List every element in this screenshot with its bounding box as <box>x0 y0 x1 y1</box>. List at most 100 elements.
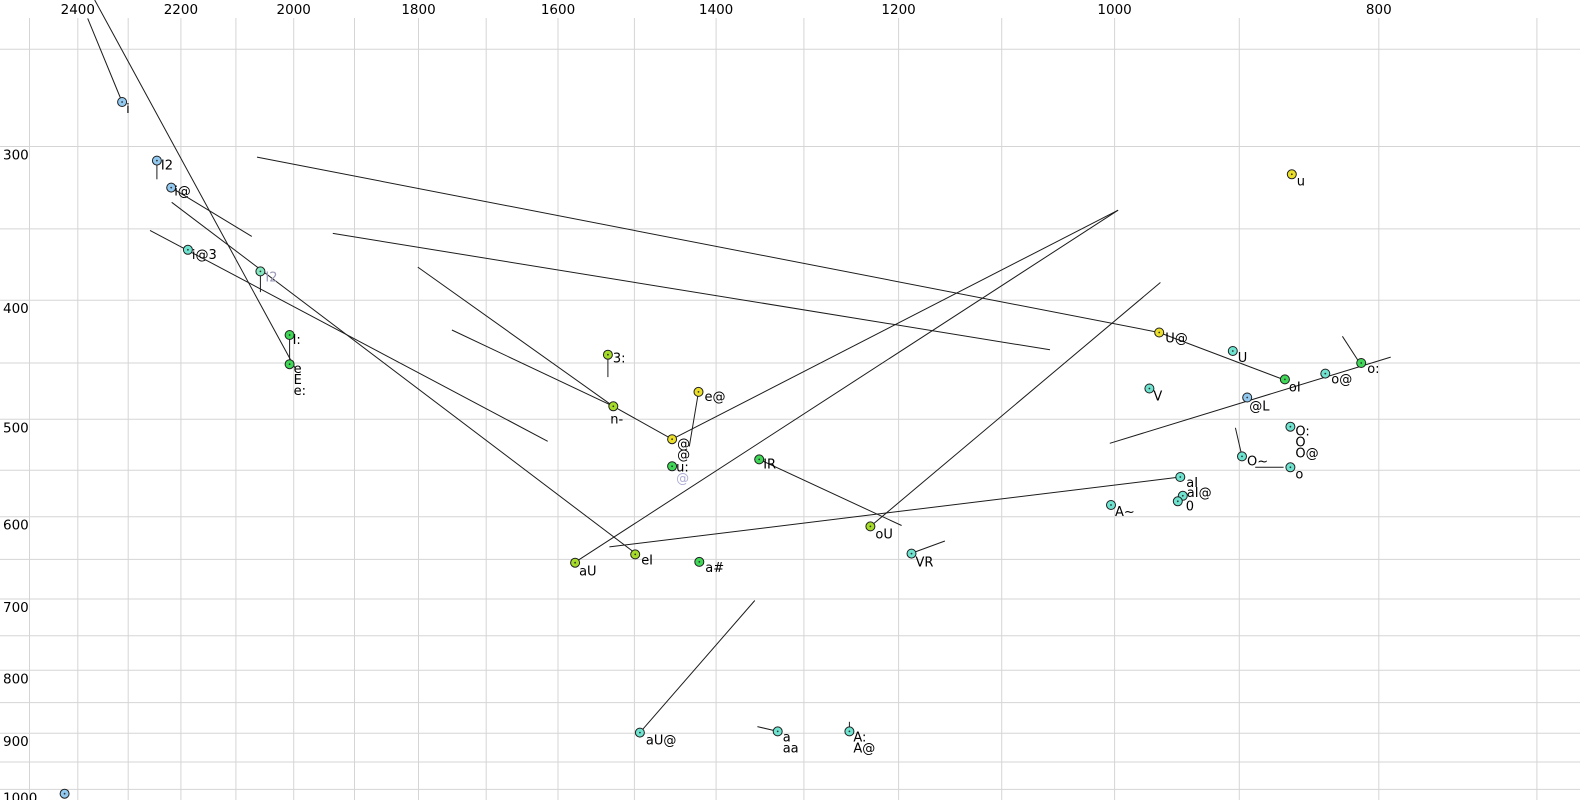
point-label: o <box>1295 467 1303 482</box>
x-tick-label: 2000 <box>277 2 311 18</box>
x-tick-label: 2400 <box>61 2 95 18</box>
y-tick-label: 800 <box>3 671 29 687</box>
data-point-o_-center-dot <box>1360 362 1363 364</box>
point-label: aI <box>1186 476 1198 491</box>
point-label: n- <box>610 412 623 427</box>
trajectory-line <box>1159 332 1287 382</box>
data-point-eI-center-dot <box>634 553 637 556</box>
data-point-u-center-dot <box>1290 173 1293 176</box>
trajectory-line <box>256 156 1160 333</box>
data-point-3_-center-dot <box>607 353 609 356</box>
point-label: eI <box>641 553 653 568</box>
point-label: IR <box>763 457 776 472</box>
trajectory-line <box>451 329 614 407</box>
data-point-a_-center-dot <box>698 561 701 563</box>
data-point-I2-center-dot <box>259 270 262 273</box>
point-extra-label: E <box>294 373 302 388</box>
data-point-u_-center-dot <box>671 465 673 468</box>
point-label: O~ <box>1247 454 1268 469</box>
data-point-A_-center-dot <box>848 730 851 733</box>
data-point-V-center-dot <box>1148 387 1151 390</box>
data-point-aI_-center-dot <box>1181 494 1184 497</box>
trajectory-line <box>613 405 673 440</box>
point-label: aU@ <box>646 734 676 749</box>
x-tick-label: 1600 <box>541 2 575 18</box>
point-label: a# <box>705 561 724 576</box>
data-point-i_-center-dot <box>170 186 173 189</box>
y-tick-label: 700 <box>3 600 29 616</box>
point-label: @ <box>677 437 690 452</box>
data-point-A_-center-dot <box>1110 504 1112 506</box>
point-label: A: <box>853 730 866 745</box>
data-point-clipped-center-dot <box>63 792 66 795</box>
y-tick-label: 300 <box>3 148 29 164</box>
trajectory-line <box>671 209 1119 440</box>
data-point-I2-center-dot <box>156 159 158 162</box>
point-label: oU <box>875 527 892 542</box>
trajectory-line <box>332 232 1051 351</box>
y-tick-label: 400 <box>3 301 29 317</box>
trajectory-line <box>87 18 123 103</box>
point-label: I2 <box>265 270 277 285</box>
data-point-aU-center-dot <box>574 561 576 564</box>
data-point-_-center-dot <box>671 438 673 441</box>
data-point-i_3-center-dot <box>187 248 189 251</box>
point-extra-label: e: <box>294 384 306 399</box>
data-point-oU-center-dot <box>869 525 872 528</box>
trajectory-line <box>688 391 699 447</box>
point-label: e <box>294 362 302 377</box>
data-point-n_-center-dot <box>612 405 615 408</box>
point-label: oI <box>1289 380 1301 395</box>
data-point-VR-center-dot <box>910 552 913 555</box>
point-label: A~ <box>1115 505 1135 520</box>
trajectory-line <box>758 458 902 526</box>
x-tick-label: 1800 <box>401 2 435 18</box>
data-point-I_-center-dot <box>288 334 291 336</box>
point-extra-label: aa <box>783 741 799 756</box>
point-label: e@ <box>705 390 726 405</box>
data-point-O_-center-dot <box>1241 455 1243 458</box>
data-point-e-center-dot <box>288 363 291 366</box>
trajectory-line <box>574 209 1119 564</box>
data-point-_L-center-dot <box>1246 396 1249 399</box>
y-tick-label: 600 <box>3 518 29 534</box>
point-label: U@ <box>1165 332 1188 347</box>
point-label: o: <box>1367 362 1379 377</box>
x-tick-label: 800 <box>1366 2 1392 18</box>
point-label: 0 <box>1186 499 1194 514</box>
point-label: i <box>126 102 130 117</box>
point-label: I: <box>293 333 301 348</box>
point-label: u <box>1297 174 1305 189</box>
point-label: o@ <box>1331 373 1352 388</box>
data-point-O_-center-dot <box>1289 425 1292 428</box>
data-point-o_-center-dot <box>1324 372 1327 375</box>
y-tick-label: 900 <box>3 734 29 750</box>
point-label: aI@ <box>1187 486 1212 501</box>
trajectory-line <box>170 187 253 237</box>
data-point-oI-center-dot <box>1284 378 1286 381</box>
point-label: @L <box>1249 400 1270 415</box>
trajectory-lines <box>87 0 1391 733</box>
trajectory-line <box>870 282 1161 527</box>
point-label: i@ <box>174 185 191 200</box>
point-label: aU <box>579 565 596 580</box>
y-tick-label: 1000 <box>3 790 37 800</box>
data-point-U_-center-dot <box>1158 331 1161 334</box>
trajectory-line <box>639 600 756 733</box>
point-label: U <box>1238 351 1248 366</box>
data-point-o-center-dot <box>1289 466 1292 469</box>
point-label: I2 <box>161 159 173 174</box>
data-point-U-center-dot <box>1231 350 1234 352</box>
data-point-aU_-center-dot <box>639 731 641 734</box>
trajectory-line <box>609 476 1181 548</box>
data-point-e_-center-dot <box>697 391 700 393</box>
point-extra-label: @ <box>677 448 690 463</box>
point-extra-label: O@ <box>1295 447 1318 462</box>
point-extra-label: A@ <box>853 741 875 756</box>
point-label: O: <box>1295 425 1309 440</box>
data-point-i-center-dot <box>121 101 123 103</box>
trajectory-line <box>171 201 638 555</box>
